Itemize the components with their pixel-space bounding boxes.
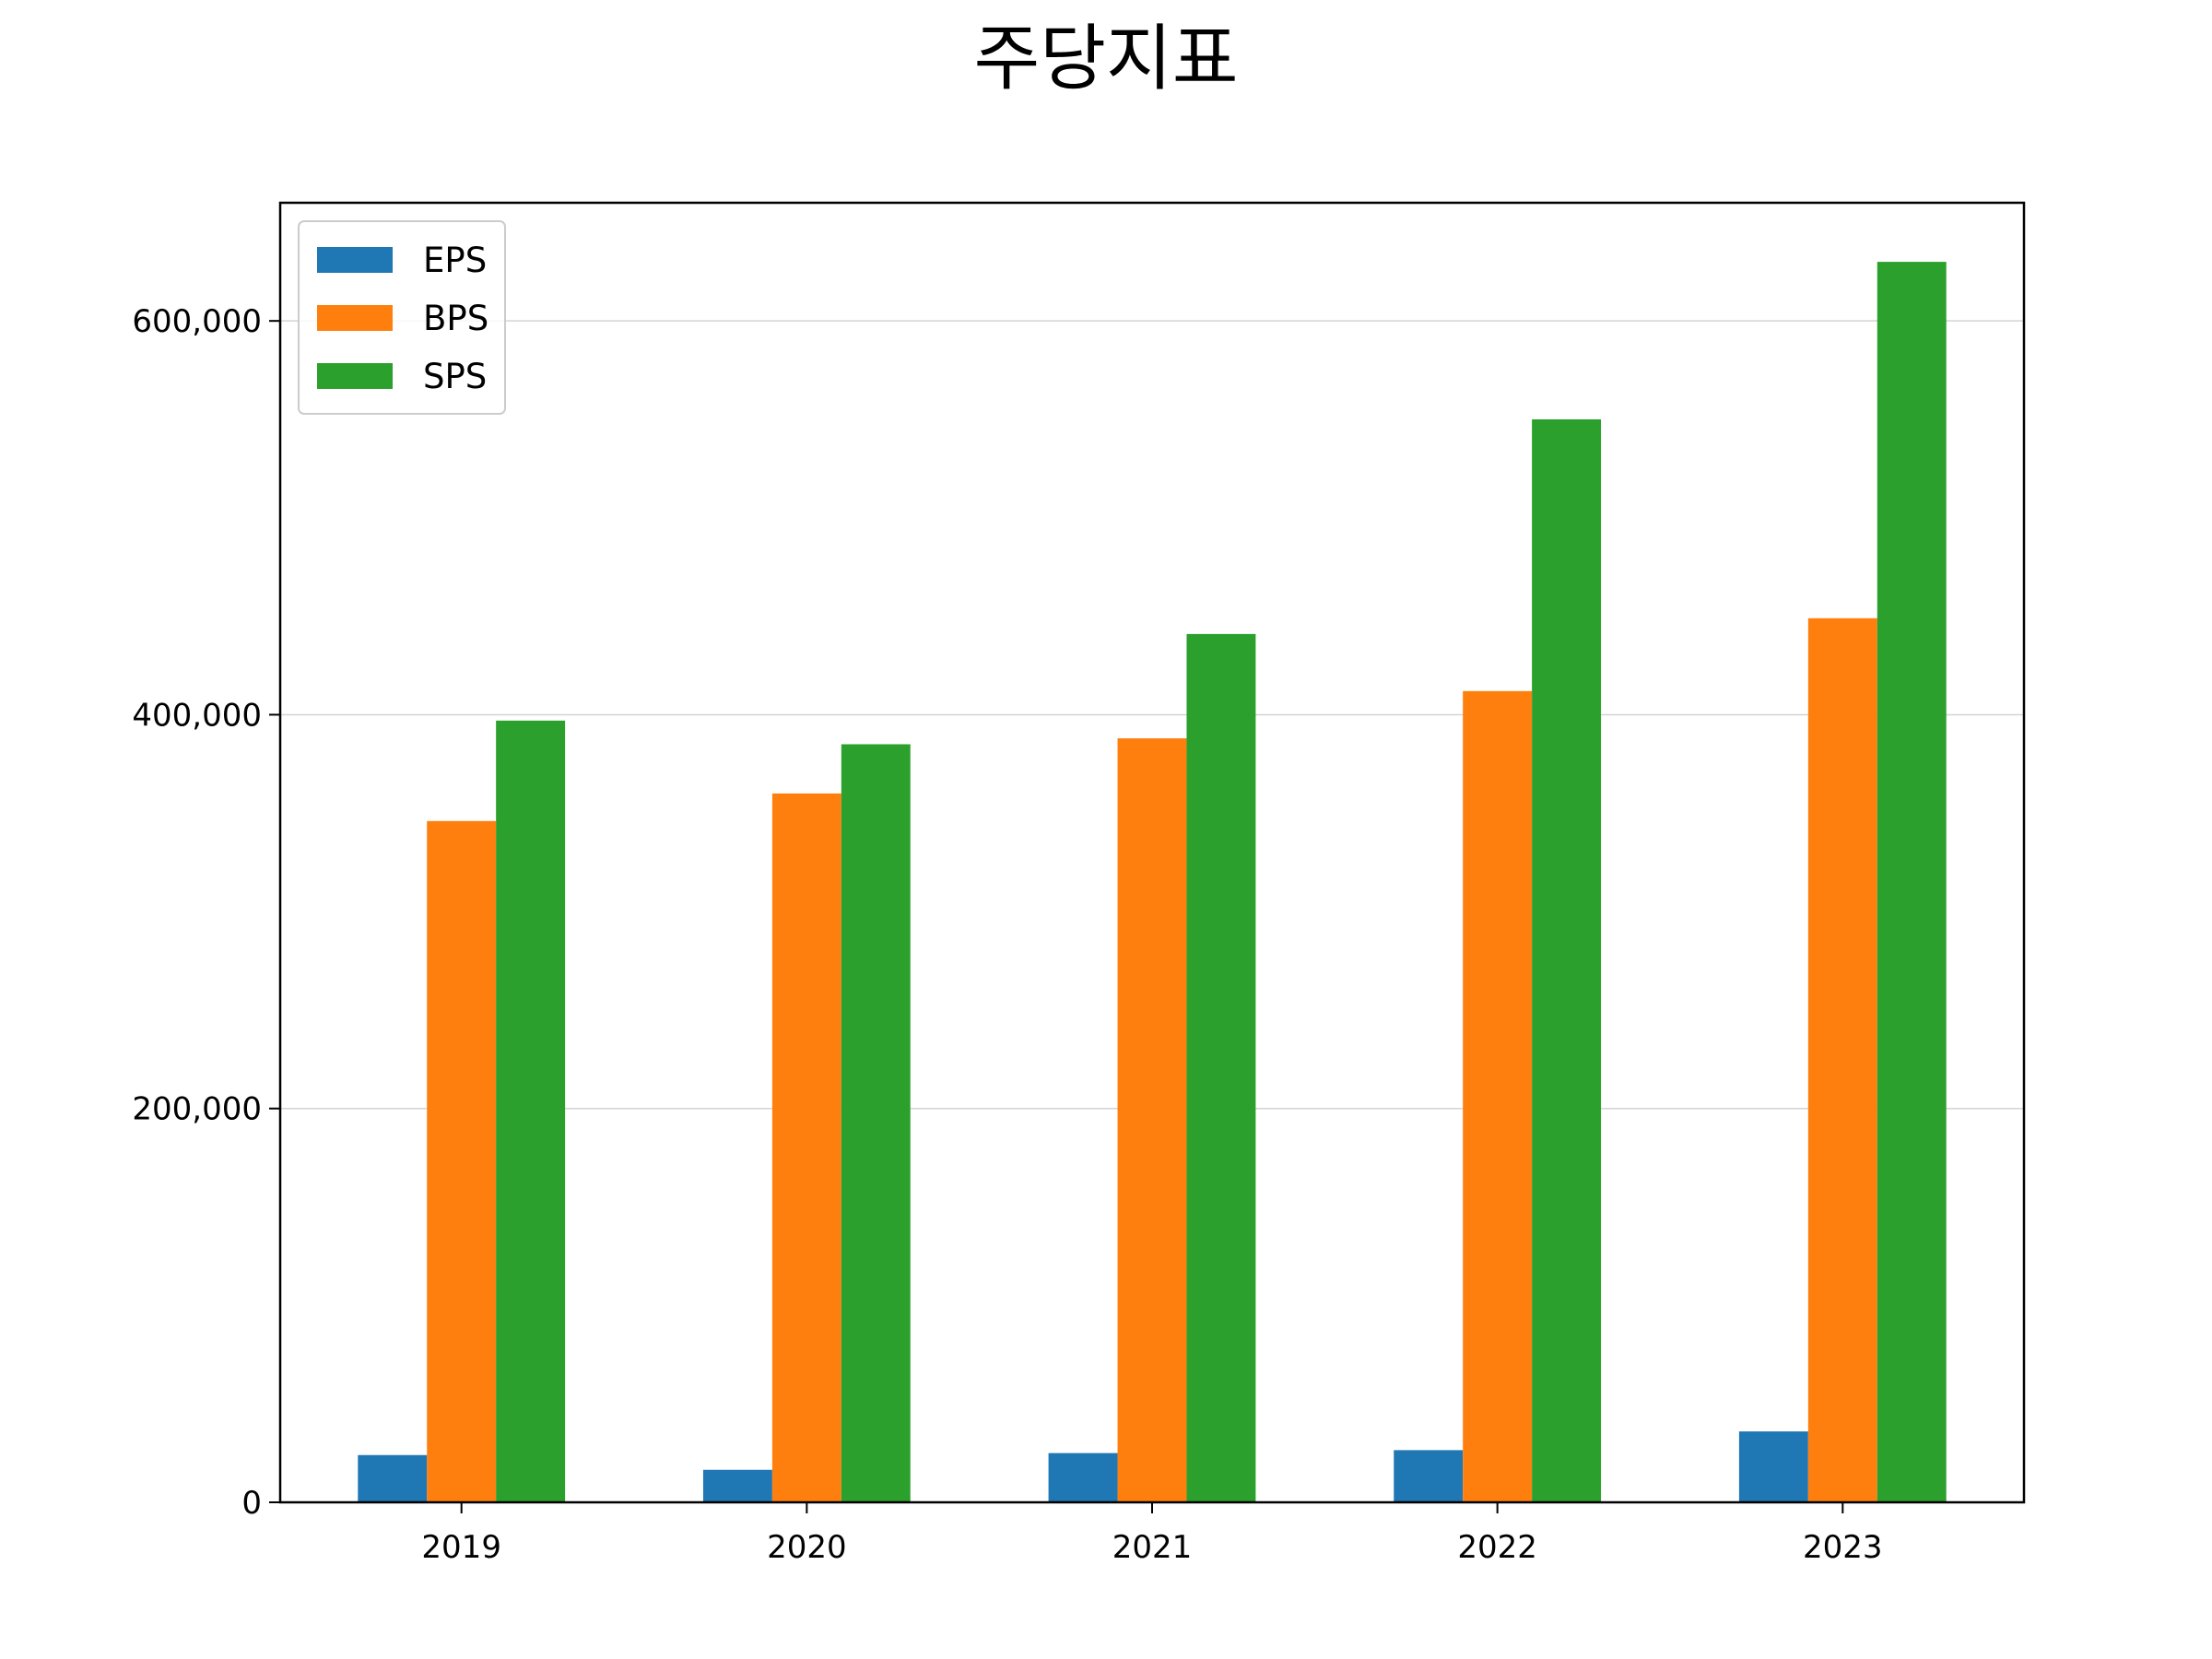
bar-bps-2022 (1463, 690, 1533, 1502)
bar-sps-2019 (496, 720, 566, 1502)
y-axis: 0 200,000 400,000 600,000 (132, 303, 280, 1522)
bar-eps-2019 (358, 1454, 428, 1502)
bar-sps-2022 (1532, 419, 1602, 1502)
bar-bps-2019 (427, 820, 497, 1502)
x-tick-label: 2022 (1457, 1529, 1537, 1566)
bar-eps-2020 (702, 1469, 772, 1502)
legend-swatch-sps (317, 363, 393, 389)
bar-bps-2021 (1117, 738, 1187, 1502)
y-tick-label: 200,000 (132, 1091, 262, 1128)
bar-eps-2022 (1394, 1450, 1464, 1502)
y-tick-label: 400,000 (132, 697, 262, 734)
legend-label-eps: EPS (423, 241, 487, 280)
bar-sps-2021 (1186, 633, 1256, 1502)
legend-label-sps: SPS (423, 357, 487, 396)
bar-eps-2021 (1048, 1453, 1118, 1502)
y-tick-label: 0 (241, 1485, 262, 1522)
bars (358, 262, 1947, 1502)
legend: EPS BPS SPS (298, 220, 506, 415)
bar-eps-2023 (1738, 1431, 1808, 1502)
x-tick-label: 2021 (1112, 1529, 1193, 1566)
legend-swatch-eps (317, 247, 393, 273)
bar-bps-2020 (771, 793, 841, 1502)
x-tick-label: 2019 (421, 1529, 501, 1566)
bar-sps-2023 (1877, 262, 1947, 1502)
bar-sps-2020 (841, 744, 911, 1502)
legend-swatch-bps (317, 305, 393, 331)
x-tick-label: 2023 (1803, 1529, 1883, 1566)
y-tick-label: 600,000 (132, 303, 262, 340)
x-tick-label: 2020 (767, 1529, 847, 1566)
chart-title: 주당지표 (973, 18, 1238, 100)
x-axis: 2019 2020 2021 2022 2023 (421, 1502, 1883, 1566)
bar-bps-2023 (1807, 618, 1877, 1502)
legend-label-bps: BPS (423, 299, 488, 338)
